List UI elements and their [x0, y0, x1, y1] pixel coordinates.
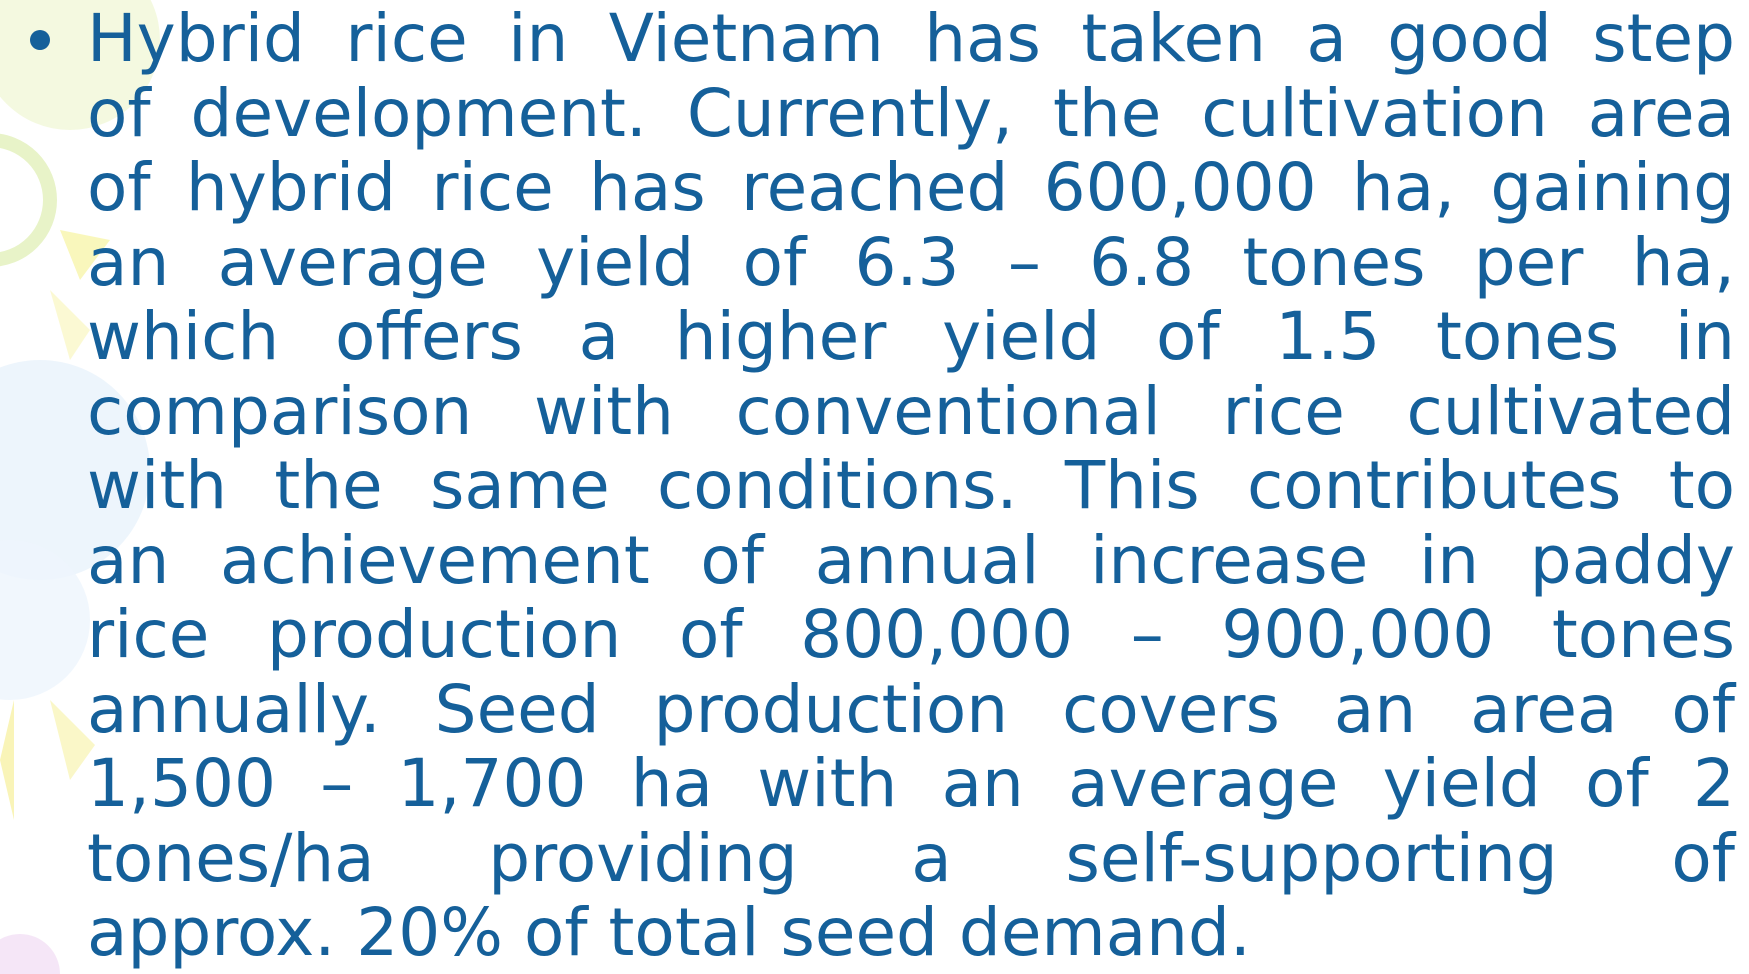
text-line: comparison with conventional rice cultiv…: [87, 375, 1735, 450]
text-line: 1,500 – 1,700 ha with an average yield o…: [87, 747, 1735, 822]
text-line: annually. Seed production covers an area…: [87, 673, 1735, 748]
text-line: Hybrid rice in Vietnam has taken a good …: [87, 2, 1735, 77]
text-line: tones/ha providing a self-supporting of: [87, 822, 1735, 897]
slide: Hybrid rice in Vietnam has taken a good …: [0, 0, 1749, 974]
text-line: an achievement of annual increase in pad…: [87, 524, 1735, 599]
bullet: [30, 30, 50, 50]
text-line: of development. Currently, the cultivati…: [87, 77, 1735, 152]
text-line: which offers a higher yield of 1.5 tones…: [87, 300, 1735, 375]
text-line: of hybrid rice has reached 600,000 ha, g…: [87, 151, 1735, 226]
text-line: with the same conditions. This contribut…: [87, 449, 1735, 524]
bullet-text: Hybrid rice in Vietnam has taken a good …: [87, 2, 1735, 971]
text-line: rice production of 800,000 – 900,000 ton…: [87, 598, 1735, 673]
text-line: an average yield of 6.3 – 6.8 tones per …: [87, 226, 1735, 301]
text-line: approx. 20% of total seed demand.: [87, 896, 1735, 971]
